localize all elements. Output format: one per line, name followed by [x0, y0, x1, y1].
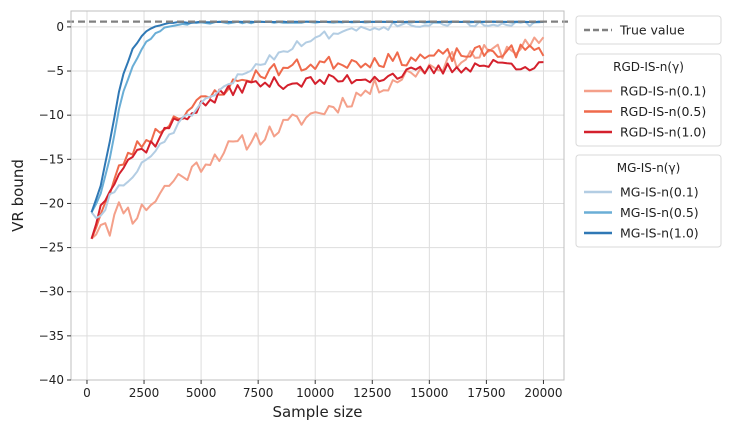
x-tick-label: 0	[83, 386, 91, 400]
y-tick-label: −20	[39, 196, 64, 210]
legend-title: MG-IS-n(γ)	[617, 161, 681, 175]
legend-label: RGD-IS-n(0.1)	[620, 84, 706, 99]
legend-frame	[575, 15, 722, 45]
y-tick-label: −10	[39, 108, 64, 122]
legend-box-3: MG-IS-n(γ) MG-IS-n(0.1) MG-IS-n(0.5) MG-IS-…	[575, 154, 722, 248]
x-tick-label: 12500	[353, 386, 391, 400]
legend-label: RGD-IS-n(0.5)	[620, 104, 706, 119]
y-tick-label: −35	[39, 329, 64, 343]
y-tick-label: −15	[39, 152, 64, 166]
series-line-rgd-is-n-0-5-	[90, 43, 545, 240]
legend-frame	[575, 154, 722, 248]
series-line-mg-is-n-0-5-	[90, 20, 544, 213]
legend-box-2: RGD-IS-n(γ) RGD-IS-n(0.1) RGD-IS-n(0.5) RGD…	[575, 53, 722, 147]
legends: True valueRGD-IS-n(γ)RGD-IS-n(0.1)RGD-IS…	[575, 15, 722, 248]
x-tick-label: 15000	[410, 386, 448, 400]
y-tick-label: −5	[46, 64, 64, 78]
y-tick-label: −25	[39, 241, 64, 255]
legend-label: MG-IS-n(0.5)	[620, 205, 699, 220]
x-tick-label: 7500	[243, 386, 274, 400]
series-line-rgd-is-n-1-0-	[90, 58, 544, 240]
legend-title: RGD-IS-n(γ)	[613, 60, 684, 74]
ticks: 0 2500 5000 7500 10000 12500 15000 17500 20000 0 −…	[39, 20, 563, 400]
x-tick-label: 2500	[129, 386, 160, 400]
x-tick-label: 20000	[524, 386, 562, 400]
legend-label: MG-IS-n(1.0)	[620, 226, 699, 241]
x-tick-label: 5000	[186, 386, 217, 400]
y-tick-label: 0	[56, 20, 64, 34]
x-axis-label: Sample size	[272, 403, 362, 421]
plot-border	[70, 10, 565, 381]
y-tick-label: −30	[39, 285, 64, 299]
legend-label: RGD-IS-n(1.0)	[620, 125, 706, 140]
x-tick-label: 17500	[467, 386, 505, 400]
legend-box-1: True value	[575, 15, 722, 45]
series-layer	[67, 20, 568, 240]
y-axis-label: VR bound	[9, 159, 27, 232]
legend-label: MG-IS-n(0.1)	[620, 185, 699, 200]
series-line-mg-is-n-0-1-	[90, 20, 544, 219]
plot-frame	[70, 10, 565, 381]
legend-label: True value	[619, 23, 685, 38]
x-tick-label: 10000	[296, 386, 334, 400]
series-line-rgd-is-n-0-1-	[90, 36, 545, 240]
y-tick-label: −40	[39, 373, 64, 387]
series-line-mg-is-n-1-0-	[90, 20, 544, 213]
legend-frame	[575, 53, 722, 147]
